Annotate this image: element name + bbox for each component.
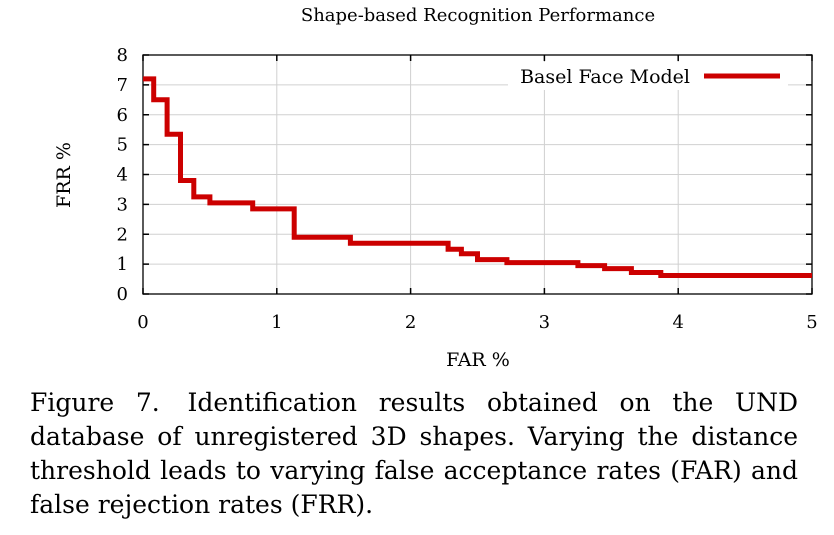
x-axis-label: FAR %	[446, 349, 510, 371]
y-tick-label: 2	[117, 224, 128, 245]
legend-label: Basel Face Model	[520, 66, 690, 88]
x-tick-label: 0	[137, 312, 148, 333]
y-axis-label: FRR %	[53, 142, 75, 208]
figure-caption: Figure 7. Identification results obtaine…	[30, 386, 798, 522]
series-line-basel-face-model	[143, 76, 812, 278]
y-tick-label: 5	[117, 135, 128, 156]
y-tick-label: 4	[117, 165, 128, 186]
x-tick-label: 5	[806, 312, 817, 333]
x-tick-label: 2	[405, 312, 416, 333]
x-tick-labels: 0 1 2 3 4 5	[137, 312, 817, 333]
y-tick-label: 7	[117, 75, 128, 96]
x-tick-label: 4	[672, 312, 683, 333]
chart-title: Shape-based Recognition Performance	[301, 5, 655, 26]
caption-text: Identification results obtained on the U…	[30, 388, 799, 519]
x-tick-label: 1	[271, 312, 282, 333]
legend: Basel Face Model	[508, 62, 788, 90]
y-tick-label: 8	[117, 45, 128, 66]
caption-label: Figure 7.	[30, 388, 160, 417]
axis-ticks	[142, 54, 813, 295]
y-tick-labels: 0 1 2 3 4 5 6 7 8	[117, 45, 128, 305]
y-tick-label: 1	[117, 254, 128, 275]
y-tick-label: 0	[117, 284, 128, 305]
y-tick-label: 6	[117, 105, 128, 126]
y-tick-label: 3	[117, 194, 128, 215]
chart: Shape-based Recognition Performance 0 1 2 3…	[53, 5, 818, 371]
series-layer	[143, 76, 812, 278]
x-tick-label: 3	[539, 312, 550, 333]
